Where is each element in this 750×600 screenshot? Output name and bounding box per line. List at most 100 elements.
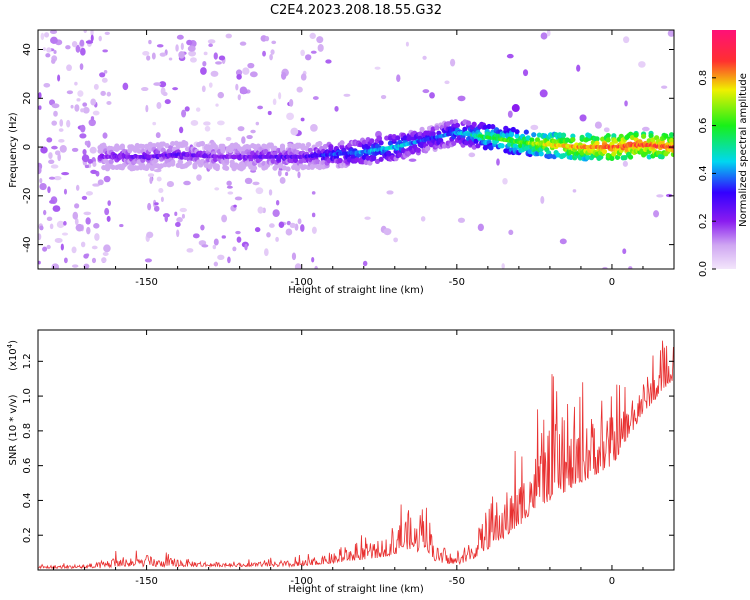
- snr-panel: -150 -100 -50 0 0.2 0.4 0.6 0.8 1.0 1.2 Height o…: [6, 329, 675, 595]
- spectrogram-cell: [102, 251, 109, 256]
- spectrogram-cell: [641, 126, 650, 132]
- spectrogram-cell: [164, 214, 168, 223]
- spectrogram-cell: [91, 245, 98, 250]
- spectrogram-cell: [239, 41, 247, 46]
- spectrogram-cell: [468, 152, 476, 158]
- spectrogram-cell: [506, 53, 514, 59]
- spectrogram-cell: [200, 224, 205, 231]
- spectrogram-cell: [91, 257, 97, 264]
- spectrogram-cell: [156, 44, 164, 48]
- spectrogram-cell: [212, 244, 217, 250]
- spectrogram-cell: [638, 61, 646, 68]
- spectrogram-cell: [49, 199, 55, 204]
- colorbar-tick-label: 0.2: [698, 213, 709, 229]
- spectrogram-cell: [101, 257, 107, 263]
- spectrogram-cell: [624, 100, 628, 107]
- spectrogram-cell: [267, 110, 272, 116]
- spectrogram-cell: [48, 152, 53, 159]
- spectrogram-cell: [307, 147, 313, 153]
- spectrogram-cell: [210, 70, 219, 77]
- spectrogram-cell: [490, 124, 496, 130]
- spectrogram-cell: [269, 53, 273, 61]
- spectrogram-cell: [297, 171, 301, 179]
- spectrogram-cell: [286, 220, 291, 226]
- spectrogram-cell: [246, 134, 253, 140]
- spectrogram-cell: [385, 150, 392, 156]
- spectrogram-cell: [71, 264, 79, 268]
- spectrogram-cell: [291, 252, 297, 261]
- spectrogram-cell: [175, 221, 181, 228]
- x-tick-label: -150: [135, 576, 158, 587]
- spectrogram-cell: [80, 124, 86, 133]
- spectrogram-cell: [292, 157, 299, 163]
- figure-title: C2E4.2023.208.18.55.G32: [270, 3, 442, 18]
- spectrogram-y-ticks: -40 -20 0 20 40: [22, 43, 674, 253]
- spectrogram-cell: [103, 175, 111, 183]
- spectrogram-cell: [136, 148, 142, 154]
- spectrogram-cell: [90, 169, 98, 174]
- spectrogram-cell: [54, 237, 63, 243]
- spectrogram-cell: [66, 64, 72, 72]
- spectrogram-cell: [51, 58, 56, 64]
- spectrogram-cell: [108, 159, 114, 165]
- spectrogram-cell: [534, 137, 541, 143]
- spectrogram-cell: [82, 148, 87, 156]
- spectrogram-cell: [50, 164, 59, 169]
- spectrogram-cell: [668, 138, 674, 144]
- spectrogram-cell: [221, 235, 226, 239]
- spectrogram-cell: [43, 82, 51, 88]
- y-tick-label: 0.6: [22, 458, 33, 474]
- spectrogram-cell: [408, 158, 417, 162]
- spectrogram-cell: [579, 114, 587, 122]
- spectrogram-cell: [85, 217, 91, 225]
- spectrogram-cell: [507, 110, 513, 118]
- spectrogram-cell: [311, 226, 317, 234]
- spectrogram-cell: [89, 146, 97, 154]
- x-tick-label: -50: [449, 576, 465, 587]
- spectrogram-cell: [278, 162, 284, 168]
- snr-scale-factor: (x104): [6, 340, 19, 371]
- spectrogram-cell: [559, 238, 567, 245]
- spectrogram-cell: [40, 32, 45, 41]
- spectrogram-cell: [217, 254, 225, 261]
- spectrogram-cell: [155, 132, 161, 139]
- spectrogram-cell: [289, 99, 294, 107]
- snr-scale-exponent: 4: [6, 343, 14, 348]
- spectrogram-cell: [249, 71, 258, 78]
- y-tick-label: 1.2: [22, 353, 33, 369]
- spectrogram-cell: [622, 155, 628, 161]
- spectrogram-cell: [247, 62, 255, 69]
- spectrogram-cell: [278, 221, 285, 228]
- spectrogram-cell: [546, 30, 551, 37]
- colorbar-label: Normalized spectral amplitude: [738, 73, 749, 227]
- spectrogram-cell: [279, 176, 286, 184]
- spectrogram-cell: [100, 90, 106, 96]
- spectrogram-cell: [396, 74, 401, 82]
- spectrogram-cell: [85, 40, 94, 44]
- spectrogram-cell: [422, 89, 430, 94]
- spectrogram-cell: [314, 265, 318, 269]
- spectrogram-cell: [670, 147, 674, 154]
- spectrogram-cell: [70, 104, 74, 109]
- spectrogram-cell: [376, 135, 382, 141]
- spectrogram-cell: [153, 82, 161, 86]
- spectrogram-cell: [202, 61, 207, 67]
- spectrogram-cell: [227, 256, 231, 264]
- spectrogram-cell: [102, 132, 108, 139]
- spectrogram-cell: [624, 146, 630, 153]
- spectrogram-cell: [94, 233, 100, 241]
- spectrogram-cell: [454, 122, 461, 128]
- snr-x-ticks: -150 -100 -50 0: [53, 330, 675, 587]
- spectrogram-cell: [144, 258, 153, 263]
- spectrogram-cell: [74, 104, 80, 112]
- y-tick-label: 0.8: [22, 423, 33, 439]
- spectrogram-cell: [252, 181, 260, 186]
- spectrogram-cell: [200, 67, 207, 75]
- snr-series-line: [38, 340, 674, 570]
- snr-scale-label: (x10: [8, 348, 19, 371]
- spectrogram-cell: [75, 44, 81, 53]
- spectrogram-cell: [628, 266, 633, 269]
- spectrogram-cell: [508, 132, 515, 138]
- spectrogram-cell: [640, 133, 647, 139]
- spectrogram-cell: [656, 194, 664, 198]
